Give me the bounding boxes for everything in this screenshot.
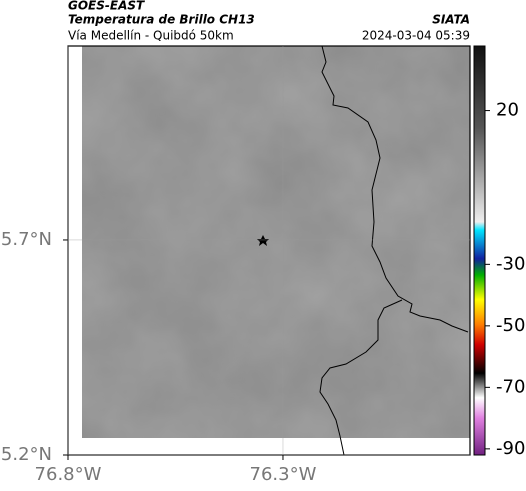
border — [319, 299, 403, 456]
region: Vía Medellín - Quibdó 50km — [68, 29, 234, 43]
colorbar-tick-label: -70 — [496, 376, 525, 397]
colorbar-tick-label: -90 — [496, 438, 525, 459]
lon-tick-label: 76.3°W — [250, 464, 317, 485]
map-area — [82, 45, 470, 456]
source: GOES-EAST — [68, 0, 145, 13]
title: Temperatura de Brillo CH13 — [68, 13, 255, 27]
location-marker — [257, 235, 269, 246]
lat-tick-label: 5.2°N — [1, 444, 52, 465]
colorbar-tick-label: -50 — [496, 315, 525, 336]
lat-tick-label: 5.7°N — [1, 229, 52, 250]
org: SIATA — [432, 13, 470, 27]
colorbar — [473, 45, 486, 456]
colorbar-tick-label: -30 — [496, 253, 525, 274]
border — [321, 45, 469, 333]
colorbar-tick-label: 20 — [496, 100, 519, 121]
cloud-texture — [82, 46, 470, 438]
lon-tick-label: 76.8°W — [35, 464, 102, 485]
datetime: 2024-03-04 05:39 — [362, 29, 470, 43]
